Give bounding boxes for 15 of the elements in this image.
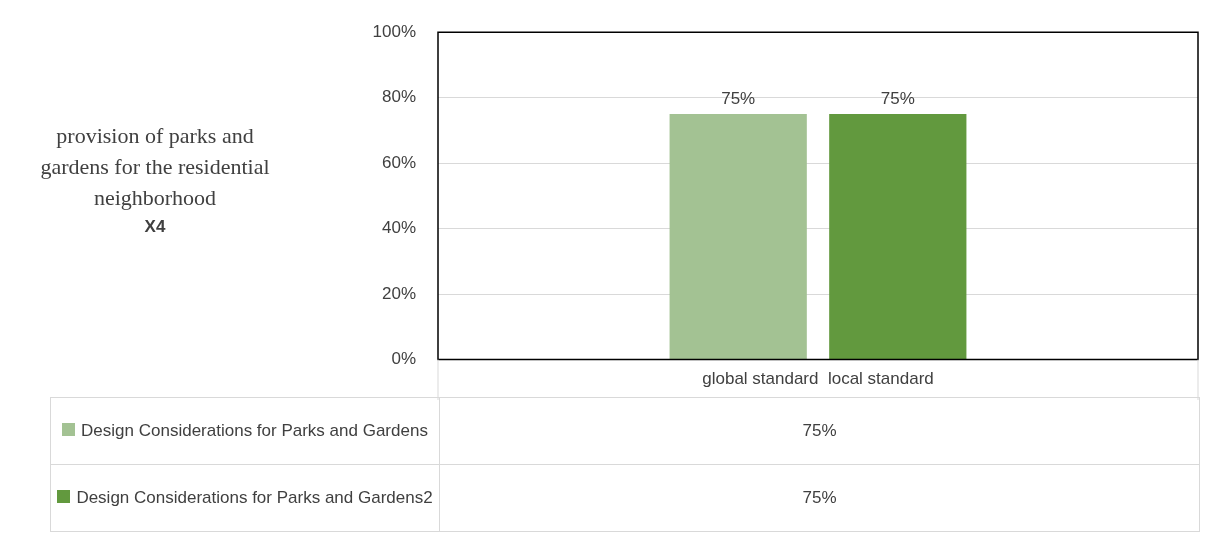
y-tick-label: 60% xyxy=(381,152,416,172)
legend-label: Design Considerations for Parks and Gardens xyxy=(50,397,440,465)
text: 75% xyxy=(802,488,837,507)
y-tick-label: 100% xyxy=(372,21,416,41)
x-tick-label: global standard local standard xyxy=(702,369,934,389)
data-label: 75% xyxy=(880,89,915,109)
text: 75% xyxy=(802,421,837,440)
legend-label: Design Considerations for Parks and Gardens2 xyxy=(50,464,440,532)
y-tick-label: 20% xyxy=(381,283,416,303)
y-tick-label: 80% xyxy=(381,87,416,107)
y-tick-label: 40% xyxy=(381,218,416,238)
y-tick-label: 0% xyxy=(391,349,416,369)
y-axis-title: provision of parks and gardens for the residential neighborhood xyxy=(39,122,271,212)
text: X4 xyxy=(143,217,167,237)
data-label: 75% xyxy=(721,89,756,109)
